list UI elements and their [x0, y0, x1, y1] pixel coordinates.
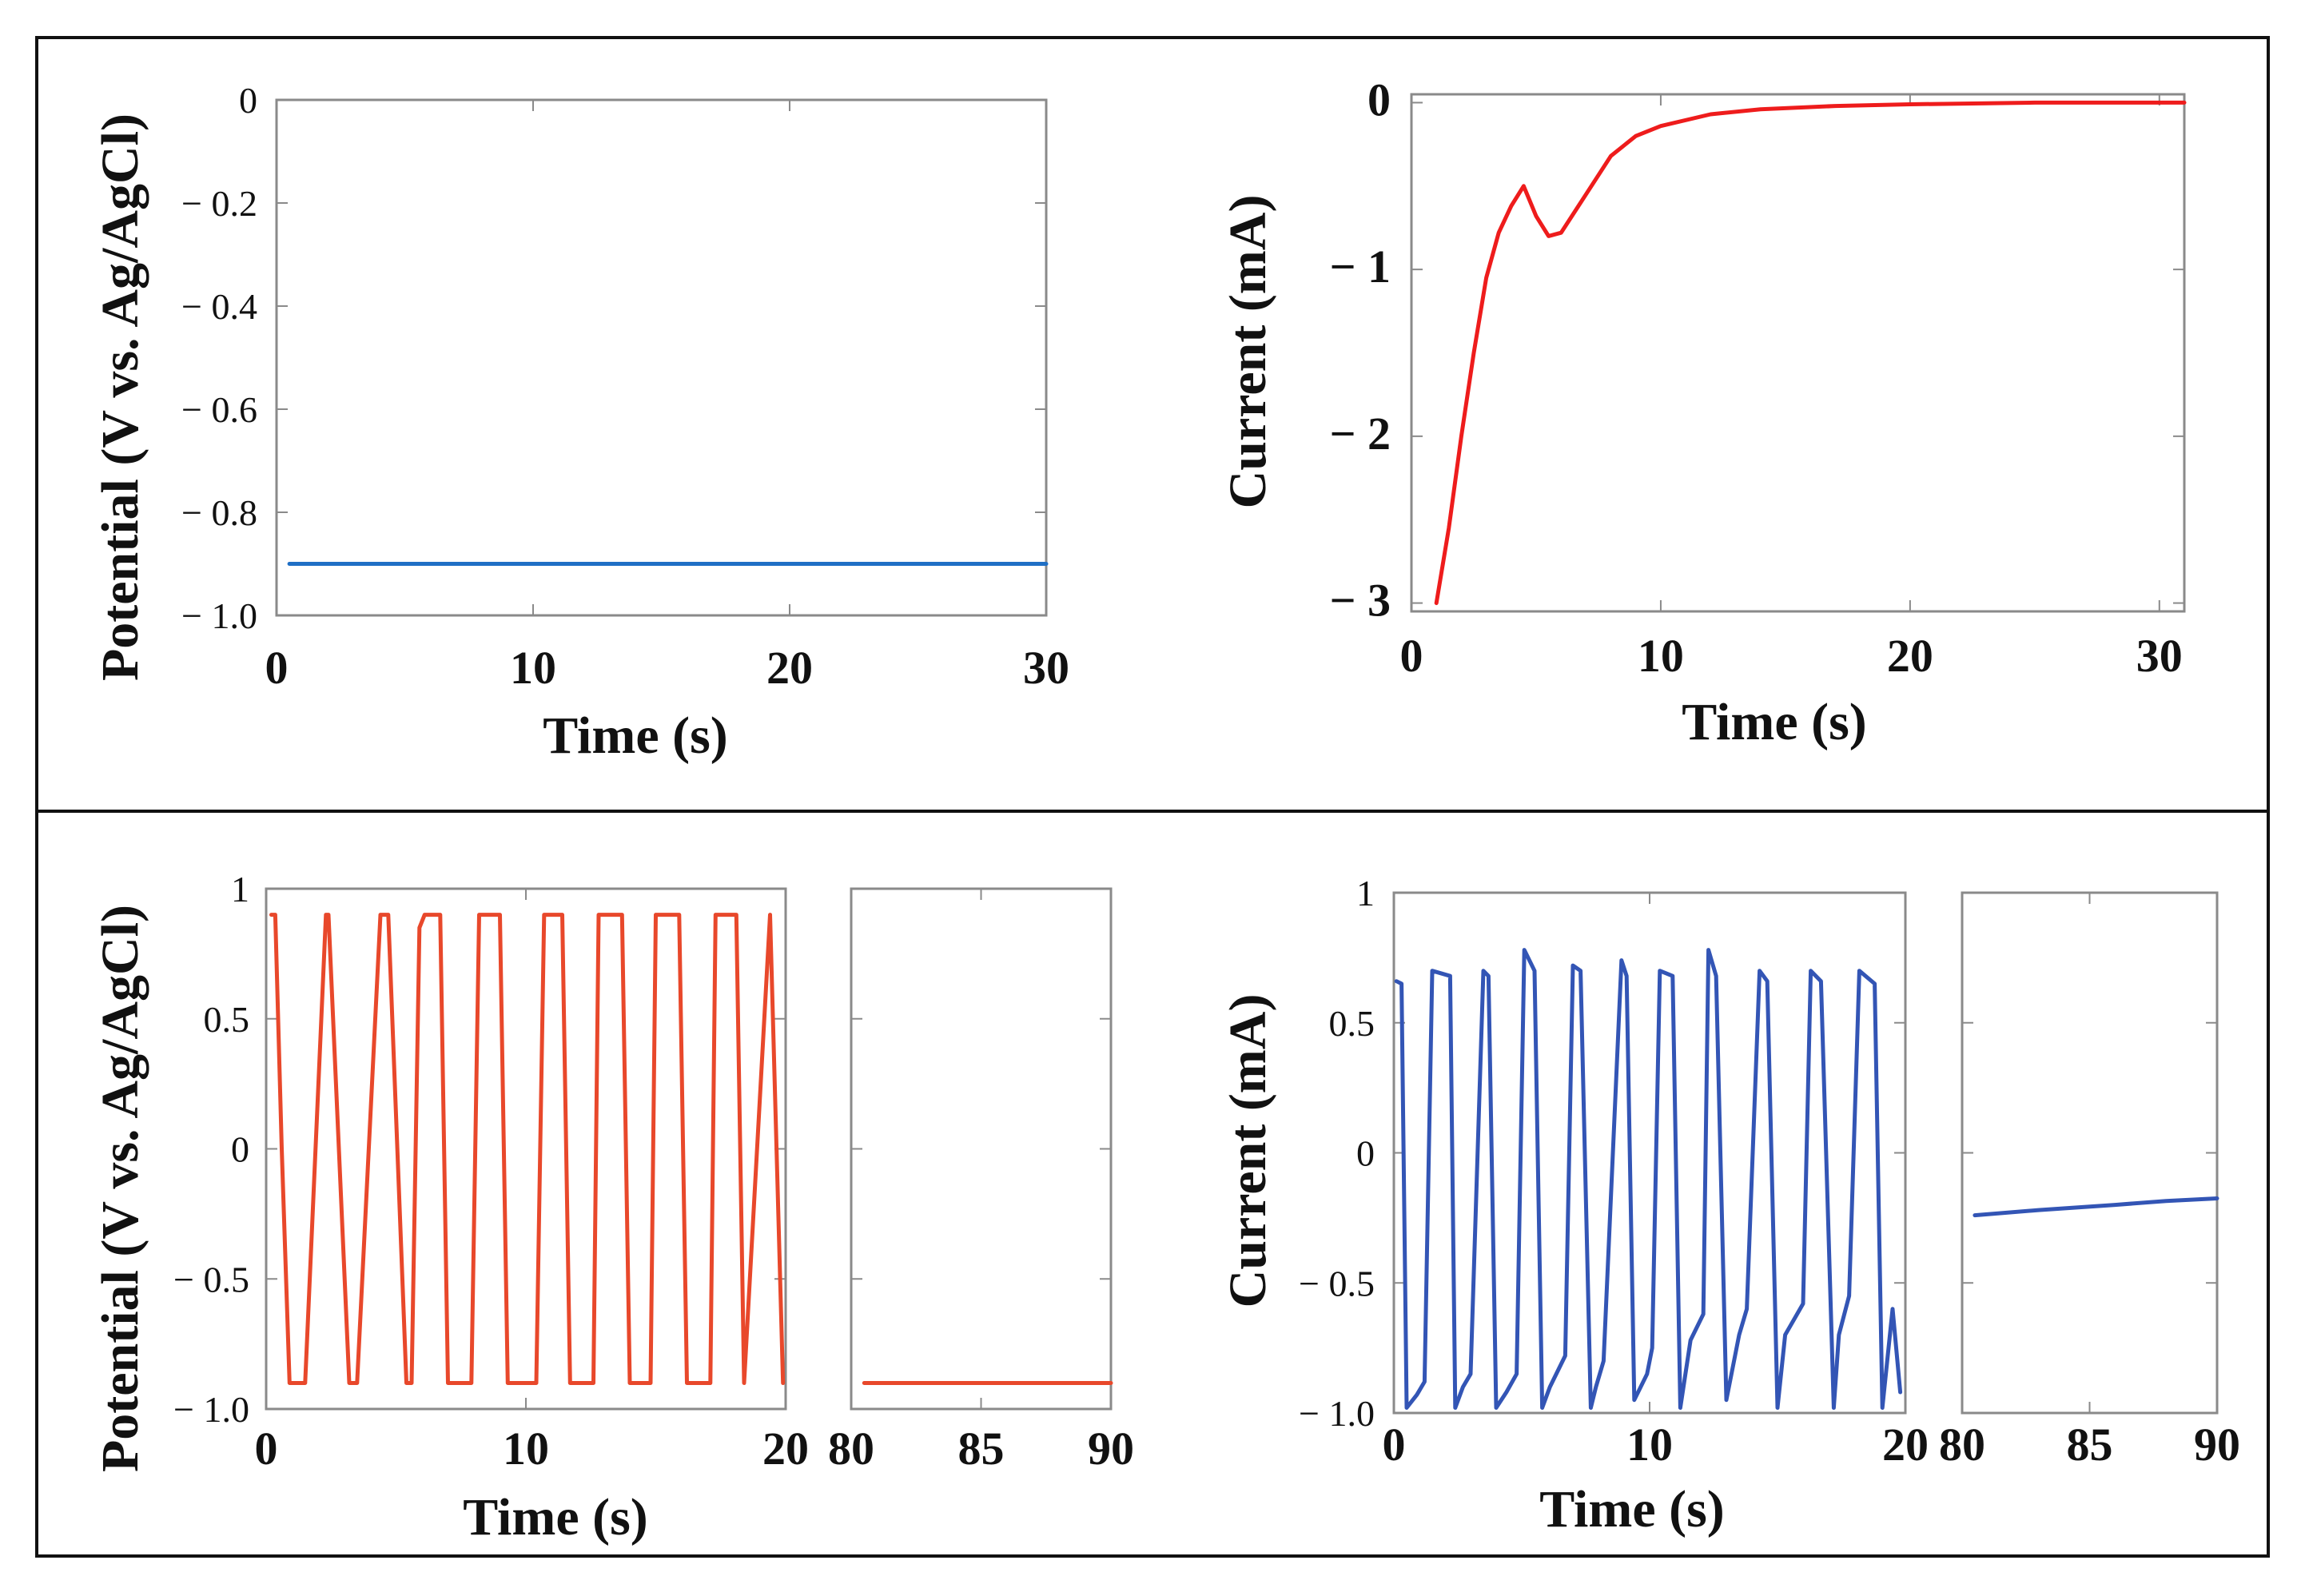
chart-top-right: 0 10 20 30 0 − 1 − 2 − 3 Time (s) Current (mA): [1219, 74, 2187, 751]
plot-area: [275, 98, 1048, 617]
y-tick-label: − 0.6: [181, 389, 257, 430]
y-tick-label: − 1: [1329, 241, 1391, 293]
x-tick-label: 80: [828, 1423, 874, 1475]
y-tick-label: − 2: [1329, 408, 1391, 460]
y-tick-label: − 0.5: [173, 1259, 249, 1299]
x-tick-label: 0: [1400, 630, 1423, 682]
y-tick-label: 0.5: [1329, 1003, 1375, 1044]
x-axis-label: Time (s): [543, 706, 728, 765]
plot-area: [1961, 891, 2219, 1415]
plot-area: [265, 887, 787, 1411]
x-tick-label: 0: [1383, 1419, 1406, 1471]
chart-bottom-right: 0 10 20 80 85 90 1 0.5 0 − 0.5 − 1.0 Time (s) Curren…: [1219, 873, 2240, 1538]
x-tick-label: 90: [2194, 1419, 2240, 1471]
y-axis-label: Potential (V vs. Ag/AgCl): [91, 113, 149, 681]
x-tick-label: 10: [510, 642, 556, 694]
y-axis-label: Current (mA): [1219, 195, 1277, 509]
y-tick-label: 0: [239, 80, 257, 121]
y-tick-label: − 0.4: [181, 286, 257, 327]
x-tick-label: 85: [2067, 1419, 2113, 1471]
series-line-current-steady: [1973, 1196, 2219, 1218]
y-tick-label: 1: [231, 869, 249, 909]
x-tick-label: 30: [2136, 630, 2183, 682]
x-tick-label: 0: [255, 1423, 278, 1475]
y-tick-label: − 1.0: [181, 595, 257, 636]
y-tick-label: 0: [1356, 1133, 1375, 1174]
chart-top-left: 0 10 20 30 0 − 0.2 − 0.4 − 0.6 − 0.8 − 1.0 Time (s…: [91, 80, 1069, 765]
x-tick-label: 10: [1626, 1419, 1673, 1471]
x-axis-label: Time (s): [463, 1488, 648, 1546]
y-tick-label: − 0.8: [181, 492, 257, 533]
x-tick-label: 20: [1887, 630, 1933, 682]
x-tick-label: 20: [1882, 1419, 1929, 1471]
x-tick-label: 20: [766, 642, 813, 694]
series-line-potential-pulses: [269, 913, 786, 1385]
y-axis-label: Current (mA): [1219, 994, 1277, 1308]
y-tick-label: − 1.0: [1299, 1393, 1375, 1434]
x-axis-label: Time (s): [1539, 1480, 1725, 1538]
x-tick-label: 10: [1638, 630, 1684, 682]
x-tick-label: 80: [1939, 1419, 1985, 1471]
series-line-current: [1434, 100, 2187, 606]
y-tick-label: 0.5: [204, 999, 250, 1040]
y-tick-label: − 0.2: [181, 183, 257, 224]
y-tick-label: − 1.0: [173, 1389, 249, 1430]
x-axis-label: Time (s): [1682, 693, 1867, 751]
y-tick-label: 0: [1367, 74, 1391, 125]
x-tick-label: 0: [265, 642, 289, 694]
plot-area: [1410, 93, 2186, 613]
x-tick-label: 10: [503, 1423, 549, 1475]
chart-bottom-left: 0 10 20 80 85 90 1 0.5 0 − 0.5 − 1.0 Time (s) Potent…: [91, 869, 1134, 1546]
y-tick-label: − 0.5: [1299, 1263, 1375, 1303]
y-tick-label: 1: [1356, 873, 1375, 913]
x-tick-label: 20: [762, 1423, 809, 1475]
series-line-current-pulses: [1394, 948, 1903, 1410]
plot-area: [850, 887, 1113, 1411]
y-tick-label: 0: [231, 1129, 249, 1170]
y-tick-label: − 3: [1329, 575, 1391, 627]
x-tick-label: 85: [958, 1423, 1005, 1475]
x-tick-label: 30: [1023, 642, 1069, 694]
y-axis-label: Potential (V vs. Ag/AgCl): [91, 905, 149, 1472]
x-tick-label: 90: [1088, 1423, 1134, 1475]
